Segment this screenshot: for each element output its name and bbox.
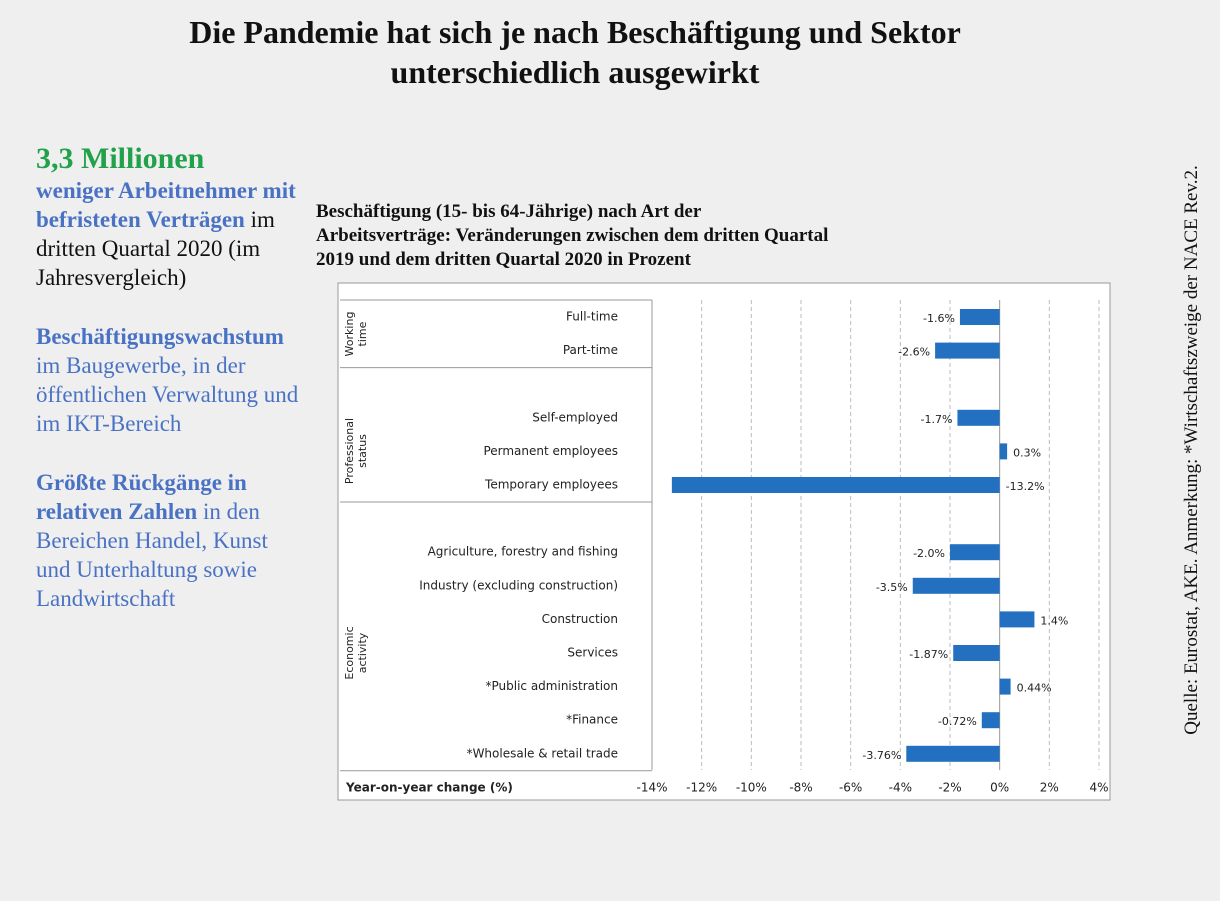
sidebar-block: Größte Rückgänge in relativen Zahlen in … (36, 468, 304, 613)
bar (912, 577, 1000, 594)
source-note: Quelle: Eurostat, AKE. Anmerkung: *Wirts… (1181, 165, 1202, 735)
sidebar-bold: Größte Rückgänge in relativen Zahlen (36, 470, 247, 524)
x-tick-label: -14% (636, 781, 667, 795)
category-label: Industry (excluding construction) (419, 578, 618, 592)
x-tick-label: 0% (990, 781, 1009, 795)
bar (999, 678, 1011, 695)
value-label: -2.0% (913, 547, 945, 560)
sidebar-block: 3,3 Millionen weniger Arbeitnehmer mit b… (36, 142, 304, 292)
group-label: Working time (343, 311, 369, 357)
x-tick-label: -6% (839, 781, 862, 795)
x-tick-label: -10% (736, 781, 767, 795)
x-tick-label: 2% (1040, 781, 1059, 795)
category-label: Full-time (566, 310, 618, 324)
value-label: 1.4% (1040, 614, 1068, 627)
category-label: *Wholesale & retail trade (467, 746, 618, 760)
bar (953, 645, 1000, 661)
sidebar: 3,3 Millionen weniger Arbeitnehmer mit b… (36, 142, 304, 643)
group-label: Economic activity (343, 626, 369, 680)
value-label: -1.87% (909, 648, 948, 661)
sidebar-heading: 3,3 Millionen (36, 142, 205, 175)
bar (671, 477, 1000, 493)
category-label: Self-employed (532, 410, 618, 424)
bar (959, 309, 1000, 325)
x-tick-label: -2% (938, 781, 961, 795)
bar (999, 443, 1008, 460)
sidebar-text: in den Bereichen Handel, Kunst und Unter… (36, 499, 268, 611)
value-label: -0.72% (938, 715, 977, 728)
bar (957, 409, 1000, 426)
category-label: Services (567, 646, 618, 660)
chart-title: Beschäftigung (15- bis 64-Jährige) nach … (316, 201, 829, 270)
bar (999, 611, 1035, 628)
x-axis-label: Year-on-year change (%) (345, 781, 513, 795)
category-label: Temporary employees (484, 478, 618, 492)
value-label: -1.6% (923, 312, 955, 325)
sidebar-bold: weniger Arbeitnehmer mit befristeten Ver… (36, 178, 296, 232)
main-title: Die Pandemie hat sich je nach Beschäftig… (189, 14, 961, 90)
bar (935, 342, 1000, 359)
x-tick-label: 4% (1089, 781, 1108, 795)
category-label: Part-time (563, 343, 618, 357)
category-label: Agriculture, forestry and fishing (428, 545, 618, 559)
value-label: -2.6% (898, 346, 930, 359)
chart-frame (337, 282, 1111, 801)
category-label: Construction (542, 612, 618, 626)
sidebar-block: Beschäftigungswachstum im Baugewerbe, in… (36, 322, 304, 438)
sidebar-text: im Baugewerbe, in der öffentlichen Verwa… (36, 353, 299, 436)
x-tick-label: -12% (686, 781, 717, 795)
x-tick-label: -8% (789, 781, 812, 795)
bar (906, 745, 1000, 762)
value-label: -3.5% (876, 581, 908, 594)
category-label: *Public administration (486, 679, 619, 693)
bar (981, 712, 1000, 729)
value-label: -3.76% (862, 749, 901, 762)
value-label: -1.7% (921, 413, 953, 426)
category-label: *Finance (566, 713, 618, 727)
group-label: Professional status (343, 418, 369, 485)
value-label: 0.3% (1013, 446, 1041, 459)
sidebar-text: im dritten Quartal 2020 (im Jahresvergle… (36, 207, 275, 290)
x-tick-label: -4% (889, 781, 912, 795)
category-label: Permanent employees (483, 444, 618, 458)
value-label: -13.2% (1006, 480, 1045, 493)
sidebar-bold: Beschäftigungswachstum (36, 324, 284, 349)
bar (950, 544, 1000, 561)
value-label: 0.44% (1017, 682, 1052, 695)
